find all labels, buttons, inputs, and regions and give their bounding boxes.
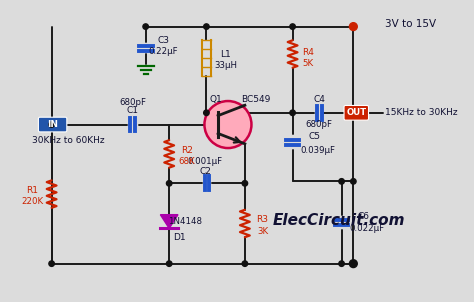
Circle shape (242, 181, 247, 186)
Text: 30KHz to 60KHz: 30KHz to 60KHz (32, 136, 105, 145)
Circle shape (349, 260, 357, 268)
Circle shape (339, 261, 344, 266)
Circle shape (49, 261, 55, 266)
FancyBboxPatch shape (38, 117, 67, 132)
Circle shape (204, 110, 209, 116)
Text: 680pF: 680pF (306, 120, 333, 129)
Text: R1: R1 (26, 186, 38, 195)
Text: C4: C4 (313, 95, 325, 104)
Text: 68K: 68K (179, 157, 195, 166)
FancyBboxPatch shape (344, 105, 368, 120)
Text: 680pF: 680pF (119, 98, 146, 107)
Text: L1: L1 (220, 50, 231, 59)
Text: 220K: 220K (21, 198, 43, 207)
Text: C6: C6 (357, 212, 369, 221)
Circle shape (290, 110, 295, 116)
Circle shape (143, 24, 148, 29)
Text: ElecCircuit.com: ElecCircuit.com (273, 213, 405, 228)
Text: C5: C5 (308, 132, 320, 141)
Text: 5K: 5K (303, 59, 314, 68)
Text: 3K: 3K (257, 227, 268, 236)
Circle shape (204, 101, 252, 148)
Text: Q1: Q1 (210, 95, 223, 104)
Circle shape (204, 24, 209, 29)
Text: C1: C1 (127, 106, 139, 115)
Text: C2: C2 (199, 167, 211, 176)
Text: 0.22μF: 0.22μF (148, 47, 178, 56)
Text: R3: R3 (256, 215, 268, 224)
Circle shape (351, 178, 356, 184)
Text: C3: C3 (157, 36, 169, 45)
Text: 0.022μF: 0.022μF (349, 224, 384, 233)
Text: IN: IN (47, 120, 58, 129)
Text: OUT: OUT (346, 108, 366, 117)
Text: 0.039μF: 0.039μF (301, 146, 336, 155)
Circle shape (290, 24, 295, 29)
Circle shape (242, 261, 247, 266)
Circle shape (49, 122, 55, 127)
Circle shape (166, 181, 172, 186)
Text: 0.001μF: 0.001μF (188, 157, 223, 166)
Text: 3V to 15V: 3V to 15V (385, 19, 436, 29)
Circle shape (349, 23, 357, 31)
Text: R2: R2 (181, 146, 193, 155)
Text: 15KHz to 30KHz: 15KHz to 30KHz (385, 108, 457, 117)
Text: R4: R4 (302, 47, 314, 56)
Polygon shape (160, 215, 178, 228)
Circle shape (166, 261, 172, 266)
Text: D1: D1 (173, 233, 185, 242)
Text: 33μH: 33μH (215, 61, 237, 70)
Text: 1N4148: 1N4148 (168, 217, 202, 226)
Text: BC549: BC549 (241, 95, 270, 104)
Circle shape (339, 178, 344, 184)
